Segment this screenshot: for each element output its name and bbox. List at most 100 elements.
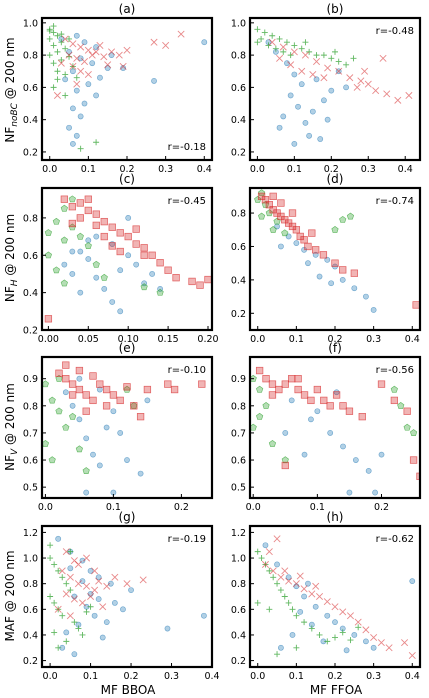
data-point-x	[308, 590, 316, 598]
data-point-circle	[293, 583, 300, 590]
data-point-plus	[298, 45, 305, 52]
data-point-circle	[76, 416, 83, 423]
x-tick-label: 0.4	[204, 671, 219, 682]
x-tick-label: 0.4	[197, 164, 212, 175]
data-point-circle	[76, 375, 83, 382]
data-point-x	[100, 53, 108, 61]
panel-label: (h)	[327, 510, 344, 524]
y-axis-label-row-4: MAF @ 200 nm	[3, 550, 17, 641]
data-point-plus	[343, 61, 350, 68]
data-point-x	[277, 573, 285, 581]
data-point-x	[87, 592, 95, 601]
data-point-circle	[85, 237, 92, 244]
x-tick-label: 0.2	[123, 671, 138, 682]
data-point-x	[268, 38, 276, 46]
data-point-circle	[308, 416, 314, 423]
data-point-plus	[293, 612, 300, 619]
data-point-pentagon	[44, 251, 52, 259]
data-point-circle	[288, 397, 295, 404]
data-point-plus	[320, 52, 327, 59]
data-point-plus	[265, 42, 272, 49]
data-point-square	[60, 195, 68, 203]
data-point-pentagon	[256, 412, 264, 420]
data-point-square	[331, 259, 339, 267]
data-point-x	[119, 62, 127, 70]
data-point-x	[78, 599, 86, 607]
data-point-x	[335, 67, 343, 75]
data-point-plus	[54, 32, 61, 39]
data-point-pentagon	[281, 456, 289, 464]
data-point-plus	[47, 542, 54, 549]
data-point-circle	[95, 574, 102, 581]
data-point-circle	[282, 430, 289, 436]
data-point-square	[281, 380, 289, 388]
y-tick-label: 0.9	[23, 374, 38, 385]
data-point-circle	[278, 644, 284, 651]
data-point-square	[148, 251, 156, 259]
data-point-circle	[93, 233, 100, 240]
data-point-circle	[103, 424, 110, 431]
data-point-square	[339, 266, 347, 274]
data-point-square	[140, 244, 148, 252]
data-point-square	[164, 266, 172, 274]
data-point-circle	[67, 565, 74, 572]
y-tick-label: 0.8	[231, 209, 246, 220]
data-point-x	[361, 67, 369, 75]
data-point-circle	[70, 68, 76, 75]
data-point-square	[102, 385, 111, 394]
data-point-plus	[71, 619, 78, 626]
data-point-pentagon	[346, 212, 355, 220]
data-point-square	[313, 385, 322, 394]
data-point-x	[261, 560, 269, 568]
data-point-square	[198, 380, 206, 388]
panel-2: 0.0 0.1 0.2 0.3 0.4 0.2 0.4 0.6 0.8 1.0 (b) r=-0.48	[231, 2, 422, 175]
y-tick-label: 0.4	[231, 275, 246, 286]
data-point-pentagon	[140, 283, 148, 291]
x-tick-label: 0.4	[398, 164, 413, 175]
x-tick-label: 0.3	[361, 164, 376, 175]
data-point-x	[54, 605, 62, 613]
correlation-annotation: r=-0.45	[168, 196, 206, 207]
data-point-circle	[327, 430, 334, 436]
data-point-circle	[73, 132, 80, 139]
data-point-square	[84, 195, 92, 203]
panel-label: (f)	[328, 341, 342, 355]
data-point-circle	[90, 451, 96, 458]
x-tick-label: 0.1	[310, 502, 325, 513]
data-point-pentagon	[55, 407, 63, 415]
data-point-pentagon	[82, 467, 90, 474]
x-tick-label: 0.0	[246, 502, 261, 513]
data-point-square	[92, 221, 100, 230]
data-point-plus	[280, 48, 287, 55]
data-point-pentagon	[390, 385, 398, 393]
x-tick-label: 0.0	[250, 671, 265, 682]
data-point-pentagon	[60, 279, 68, 287]
data-point-x	[77, 43, 85, 51]
data-point-plus	[63, 638, 70, 645]
data-point-pentagon	[265, 209, 273, 217]
data-point-circle	[70, 105, 76, 112]
data-point-pentagon	[48, 456, 56, 464]
data-point-x	[300, 585, 308, 593]
y-tick-label: 0.8	[23, 51, 38, 62]
data-point-plus	[67, 587, 74, 594]
data-point-x	[296, 572, 304, 580]
x-axis-label-left: MF BBOA	[101, 683, 157, 697]
panel-label: (g)	[119, 510, 136, 524]
data-point-circle	[95, 596, 102, 602]
data-point-circle	[262, 542, 269, 549]
data-point-x	[80, 58, 89, 66]
data-point-square	[136, 413, 145, 421]
data-point-circle	[305, 580, 311, 587]
data-point-x	[88, 51, 96, 59]
data-point-square	[140, 251, 148, 259]
data-point-square	[96, 380, 104, 388]
correlation-annotation: r=-0.56	[376, 365, 414, 376]
y-tick-label: 0.4	[23, 115, 38, 126]
axes-frame	[248, 16, 422, 162]
y-tick-label: 0.2	[23, 656, 38, 667]
data-point-circle	[313, 76, 320, 83]
y-tick-label: 0.5	[23, 483, 38, 494]
axes-frame	[40, 355, 214, 500]
data-point-circle	[125, 252, 132, 259]
